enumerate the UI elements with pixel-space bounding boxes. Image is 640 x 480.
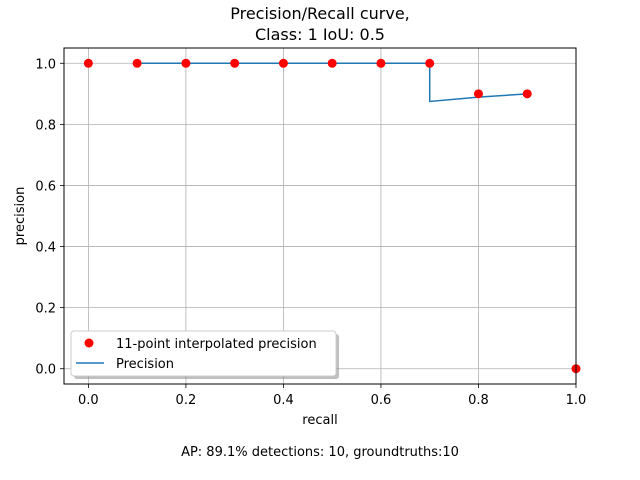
y-tick-label: 0.0 [35,363,56,378]
series-points [83,58,581,374]
precision-line [137,62,528,103]
interpolated-point [278,58,288,68]
y-tick-label: 1.0 [35,57,56,72]
y-axis-label: precision [13,187,28,246]
ap-summary-footer: AP: 89.1% detections: 10, groundtruths:1… [181,445,459,460]
chart-title-line2: Class: 1 IoU: 0.5 [255,25,385,44]
y-tick-label: 0.2 [35,302,56,317]
y-tick-label: 0.6 [35,179,56,194]
y-tick-label: 0.8 [35,118,56,133]
x-axis-ticks: 0.0 0.2 0.4 0.6 0.8 1.0 [78,384,586,408]
x-tick-label: 1.0 [566,393,587,408]
interpolated-point [376,58,386,68]
y-axis-ticks: 0.0 0.2 0.4 0.6 0.8 1.0 [35,57,64,378]
x-tick-label: 0.6 [371,393,392,408]
interpolated-point [132,58,142,68]
interpolated-point [327,58,337,68]
x-tick-label: 0.0 [78,393,99,408]
interpolated-point [425,58,435,68]
x-axis-label: recall [302,413,337,428]
plot-area-frame [63,47,577,385]
legend-marker-interpolated [84,338,94,348]
interpolated-point [522,89,532,99]
x-tick-label: 0.4 [273,393,294,408]
y-tick-label: 0.4 [35,241,56,256]
interpolated-point [230,58,240,68]
legend-label-interpolated: 11-point interpolated precision [116,337,317,352]
legend-box [70,330,337,377]
series-lines [137,62,528,103]
interpolated-point [181,58,191,68]
interpolated-point [473,89,483,99]
x-tick-label: 0.8 [468,393,489,408]
x-tick-label: 0.2 [176,393,197,408]
interpolated-point [83,58,93,68]
chart-title-line1: Precision/Recall curve, [230,4,410,23]
legend: 11-point interpolated precision Precisio… [70,330,339,379]
legend-label-precision: Precision [116,357,174,372]
